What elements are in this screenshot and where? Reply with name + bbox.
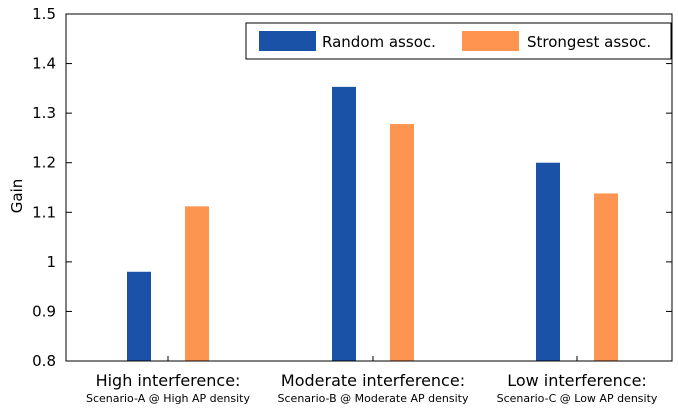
category-sublabel: Scenario-A @ High AP density xyxy=(86,392,251,405)
y-tick-label: 1.4 xyxy=(32,55,56,73)
y-tick-label: 0.8 xyxy=(32,352,56,370)
y-tick-label: 1.1 xyxy=(32,203,56,221)
y-axis-ticks: 0.8 0.9 1 1.1 1.2 1.3 1.4 1.5 xyxy=(32,5,672,370)
bar-strongest-assoc xyxy=(594,193,618,361)
bar-random-assoc xyxy=(536,162,560,361)
legend-swatch-random-assoc xyxy=(259,31,316,51)
category-label: High interference: xyxy=(96,371,241,390)
y-tick-label: 1.5 xyxy=(32,5,56,23)
legend-box xyxy=(245,22,672,60)
legend-label-random-assoc: Random assoc. xyxy=(322,33,436,51)
category-label: Low interference: xyxy=(507,371,647,390)
legend-label-strongest-assoc: Strongest assoc. xyxy=(527,33,651,51)
bar-strongest-assoc xyxy=(390,124,414,361)
x-axis-category-labels: High interference: Scenario-A @ High AP d… xyxy=(86,371,658,405)
bar-random-assoc xyxy=(127,271,151,361)
bar-random-assoc xyxy=(332,86,356,362)
legend-swatch-strongest-assoc xyxy=(462,31,519,51)
category-label: Moderate interference: xyxy=(281,371,465,390)
bars xyxy=(127,86,618,362)
y-tick-label: 1.2 xyxy=(32,154,56,172)
category-sublabel: Scenario-B @ Moderate AP density xyxy=(278,392,469,405)
y-tick-label: 1 xyxy=(46,253,56,271)
y-axis-label: Gain xyxy=(8,179,26,214)
category-sublabel: Scenario-C @ Low AP density xyxy=(497,392,658,405)
plot-frame xyxy=(65,13,673,362)
y-tick-label: 0.9 xyxy=(32,302,56,320)
bar-strongest-assoc xyxy=(185,206,209,361)
y-tick-label: 1.3 xyxy=(32,104,56,122)
legend: Random assoc. Strongest assoc. xyxy=(245,22,672,60)
